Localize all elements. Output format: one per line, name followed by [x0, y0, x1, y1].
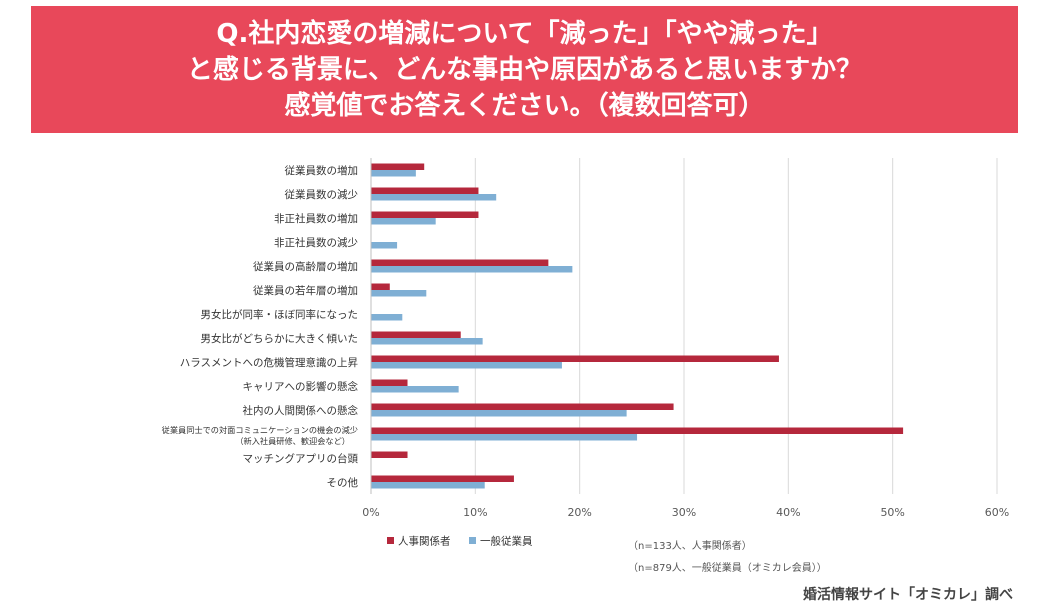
x-tick-label: 0%: [362, 506, 379, 519]
x-tick-label: 10%: [463, 506, 487, 519]
bar-employee: [371, 170, 416, 177]
bar-employee: [371, 410, 627, 417]
bar-employee: [371, 338, 483, 345]
category-label: 従業員の高齢層の増加: [253, 260, 358, 273]
bar-hr: [371, 475, 514, 482]
category-label: 非正社員数の減少: [274, 236, 358, 249]
bar-hr: [371, 187, 479, 194]
bar-hr: [371, 259, 549, 266]
bar-employee: [371, 314, 403, 321]
bar-employee: [371, 362, 562, 369]
x-tick-label: 50%: [880, 506, 904, 519]
bar-hr: [371, 331, 461, 338]
bar-hr: [371, 163, 425, 170]
bar-employee: [371, 482, 485, 489]
bar-employee: [371, 386, 459, 393]
category-label: 従業員同士での対面コミュニケーションの機会の減少: [162, 425, 358, 435]
category-label: 従業員の若年層の増加: [253, 284, 358, 297]
category-label: その他: [327, 476, 359, 489]
bar-hr: [371, 451, 408, 458]
x-tick-label: 40%: [776, 506, 800, 519]
legend-label-hr: 人事関係者: [398, 535, 451, 548]
bar-hr: [371, 379, 408, 386]
source-credit: 婚活情報サイト「オミカレ」調べ: [803, 587, 1013, 603]
title-line-1: Q.社内恋愛の増減について「減った」「やや減った」: [216, 18, 833, 49]
category-label-sub: （新入社員研修、歓迎会など）: [235, 436, 350, 446]
bar-hr: [371, 427, 904, 434]
bar-hr: [371, 403, 674, 410]
category-label: ハラスメントへの危機管理意識の上昇: [180, 356, 359, 369]
legend-swatch-employee: [469, 537, 476, 544]
bar-employee: [371, 194, 497, 201]
title-line-3: 感覚値でお答えください。（複数回答可）: [284, 90, 765, 121]
legend-swatch-hr: [387, 537, 394, 544]
x-tick-label: 30%: [672, 506, 696, 519]
x-tick-label: 20%: [567, 506, 591, 519]
bar-hr: [371, 211, 479, 218]
sample-note-employee: （n=879人、一般従業員（オミカレ会員））: [628, 563, 827, 574]
category-label: 男女比が同率・ほぼ同率になった: [201, 308, 359, 321]
category-label: 社内の人間関係への懸念: [243, 404, 359, 417]
sample-note-hr: （n=133人、人事関係者）: [628, 541, 752, 552]
bar-employee: [371, 290, 427, 297]
category-label: マッチングアプリの台頭: [243, 452, 359, 465]
category-label: 非正社員数の増加: [274, 212, 358, 225]
category-label: 従業員数の増加: [285, 164, 359, 177]
bar-employee: [371, 434, 638, 441]
bar-hr: [371, 283, 390, 290]
bar-employee: [371, 218, 436, 225]
category-label: 従業員数の減少: [285, 188, 359, 201]
category-label: 男女比がどちらかに大きく傾いた: [201, 332, 359, 345]
title-line-2: と感じる背景に、どんな事由や原因があると思いますか？: [186, 54, 863, 85]
x-tick-label: 60%: [985, 506, 1009, 519]
bar-employee: [371, 266, 573, 273]
bar-employee: [371, 242, 398, 249]
title-banner: Q.社内恋愛の増減について「減った」「やや減った」 と感じる背景に、どんな事由や…: [31, 6, 1018, 133]
category-label: キャリアへの影響の懸念: [243, 380, 359, 393]
legend-label-employee: 一般従業員: [480, 535, 533, 548]
bar-hr: [371, 355, 779, 362]
